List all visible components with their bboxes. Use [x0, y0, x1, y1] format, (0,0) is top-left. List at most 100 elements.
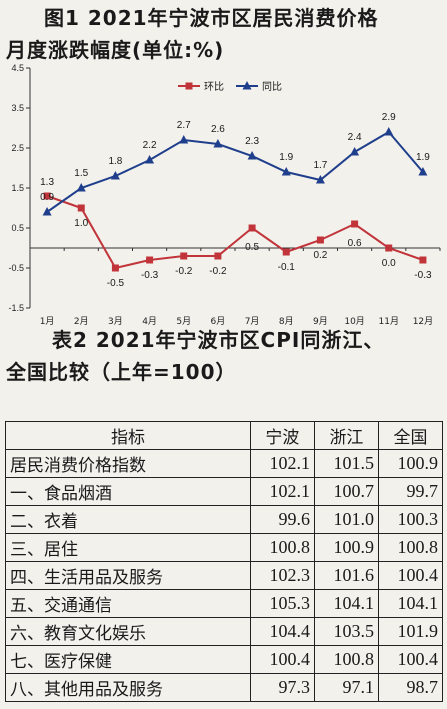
series-point: [281, 167, 291, 176]
data-label: 1.3: [40, 177, 54, 188]
row-label: 七、医疗保健: [5, 645, 251, 674]
row-value: 101.0: [313, 505, 379, 534]
row-value: 99.7: [377, 477, 444, 506]
series-point: [214, 252, 222, 260]
series-point: [419, 256, 427, 264]
row-value: 100.3: [377, 505, 444, 534]
chart-title-line1: 图1 2021年宁波市区居民消费价格: [44, 6, 379, 30]
series-point: [77, 204, 85, 212]
x-tick-label: 3月: [108, 316, 123, 326]
header-ningbo: 宁波: [249, 421, 315, 450]
series-point: [213, 139, 223, 148]
row-value: 100.9: [377, 449, 444, 478]
y-tick-label: -0.5: [8, 263, 24, 273]
row-label: 五、交通通信: [5, 589, 251, 618]
row-value: 100.7: [313, 477, 379, 506]
series-point: [111, 264, 119, 272]
y-tick-label: 3.5: [11, 103, 24, 113]
x-tick-label: 12月: [413, 316, 433, 326]
series-point: [350, 147, 360, 156]
data-label: -0.2: [175, 266, 193, 277]
series-point: [43, 192, 51, 200]
data-label: 0.6: [348, 238, 362, 249]
series-point: [146, 256, 154, 264]
header-national: 全国: [377, 421, 444, 450]
data-label: 0.0: [382, 258, 396, 269]
row-label: 二、衣着: [5, 505, 251, 534]
series-point: [315, 175, 325, 184]
table-title-line1: 表2 2021年宁波市区CPI同浙江、: [52, 328, 385, 352]
series-point: [418, 167, 428, 176]
table-row: 三、居住 100.8 100.9 100.8: [5, 533, 444, 562]
row-value: 102.1: [249, 477, 315, 506]
row-value: 104.4: [249, 617, 315, 646]
table-row: 六、教育文化娱乐 104.4 103.5 101.9: [5, 617, 444, 646]
x-tick-label: 9月: [313, 316, 328, 326]
table-row: 五、交通通信 105.3 104.1 104.1: [5, 589, 444, 618]
legend-marker: [185, 82, 193, 90]
header-zhejiang: 浙江: [313, 421, 379, 450]
data-label: 1.8: [108, 156, 122, 167]
data-label: 2.7: [177, 120, 191, 131]
row-value: 100.8: [249, 533, 315, 562]
row-value: 100.9: [313, 533, 379, 562]
row-value: 97.1: [313, 673, 379, 702]
data-label: 2.3: [245, 136, 259, 147]
data-label: -0.2: [209, 266, 227, 277]
row-value: 98.7: [377, 673, 444, 702]
row-value: 104.1: [313, 589, 379, 618]
series-point: [282, 248, 290, 256]
series-point: [385, 244, 393, 252]
data-label: 1.9: [416, 152, 430, 163]
row-value: 100.4: [377, 561, 444, 590]
data-label: -0.5: [107, 278, 125, 289]
series-point: [179, 135, 189, 144]
legend-label: 同比: [262, 81, 282, 93]
data-label: -0.3: [141, 270, 159, 281]
table-row: 四、生活用品及服务 102.3 101.6 100.4: [5, 561, 444, 590]
data-label: 0.9: [40, 192, 54, 203]
legend-marker: [242, 81, 252, 90]
series-line: [46, 130, 424, 213]
row-label: 四、生活用品及服务: [5, 561, 251, 590]
data-label: 1.0: [74, 218, 88, 229]
x-tick-label: 4月: [142, 316, 157, 326]
x-tick-label: 2月: [74, 316, 89, 326]
data-label: 2.4: [348, 132, 362, 143]
chart-title-line2: 月度涨跌幅度(单位:%): [6, 38, 225, 62]
row-label: 八、其他用品及服务: [5, 673, 251, 702]
row-value: 103.5: [313, 617, 379, 646]
data-label: 0.5: [245, 242, 259, 253]
row-value: 101.6: [313, 561, 379, 590]
row-label: 三、居住: [5, 533, 251, 562]
row-value: 104.1: [377, 589, 444, 618]
row-label: 居民消费价格指数: [5, 449, 251, 478]
row-label: 六、教育文化娱乐: [5, 617, 251, 646]
legend-label: 环比: [204, 81, 224, 93]
x-tick-label: 1月: [40, 316, 55, 326]
row-value: 100.4: [377, 645, 444, 674]
x-tick-label: 5月: [176, 316, 191, 326]
table-row: 七、医疗保健 100.4 100.8 100.4: [5, 645, 444, 674]
table-row: 一、食品烟酒 102.1 100.7 99.7: [5, 477, 444, 506]
series-line: [46, 195, 424, 270]
x-tick-label: 10月: [344, 316, 364, 326]
series-point: [76, 183, 86, 192]
y-tick-label: 1.5: [11, 183, 24, 193]
table-header-row: 指标 宁波 浙江 全国: [5, 421, 444, 450]
data-label: 2.2: [143, 140, 157, 151]
data-label: -0.1: [278, 262, 296, 273]
series-point: [247, 151, 257, 160]
data-label: 1.7: [313, 160, 327, 171]
row-value: 101.5: [313, 449, 379, 478]
table-row: 居民消费价格指数 102.1 101.5 100.9: [5, 449, 444, 478]
data-label: 1.5: [74, 168, 88, 179]
row-value: 100.8: [313, 645, 379, 674]
series-point: [42, 207, 52, 216]
row-value: 100.8: [377, 533, 444, 562]
series-point: [351, 220, 359, 228]
data-label: 1.9: [279, 152, 293, 163]
series-point: [145, 155, 155, 164]
table-row: 八、其他用品及服务 97.3 97.1 98.7: [5, 673, 444, 702]
series-point: [180, 252, 188, 260]
